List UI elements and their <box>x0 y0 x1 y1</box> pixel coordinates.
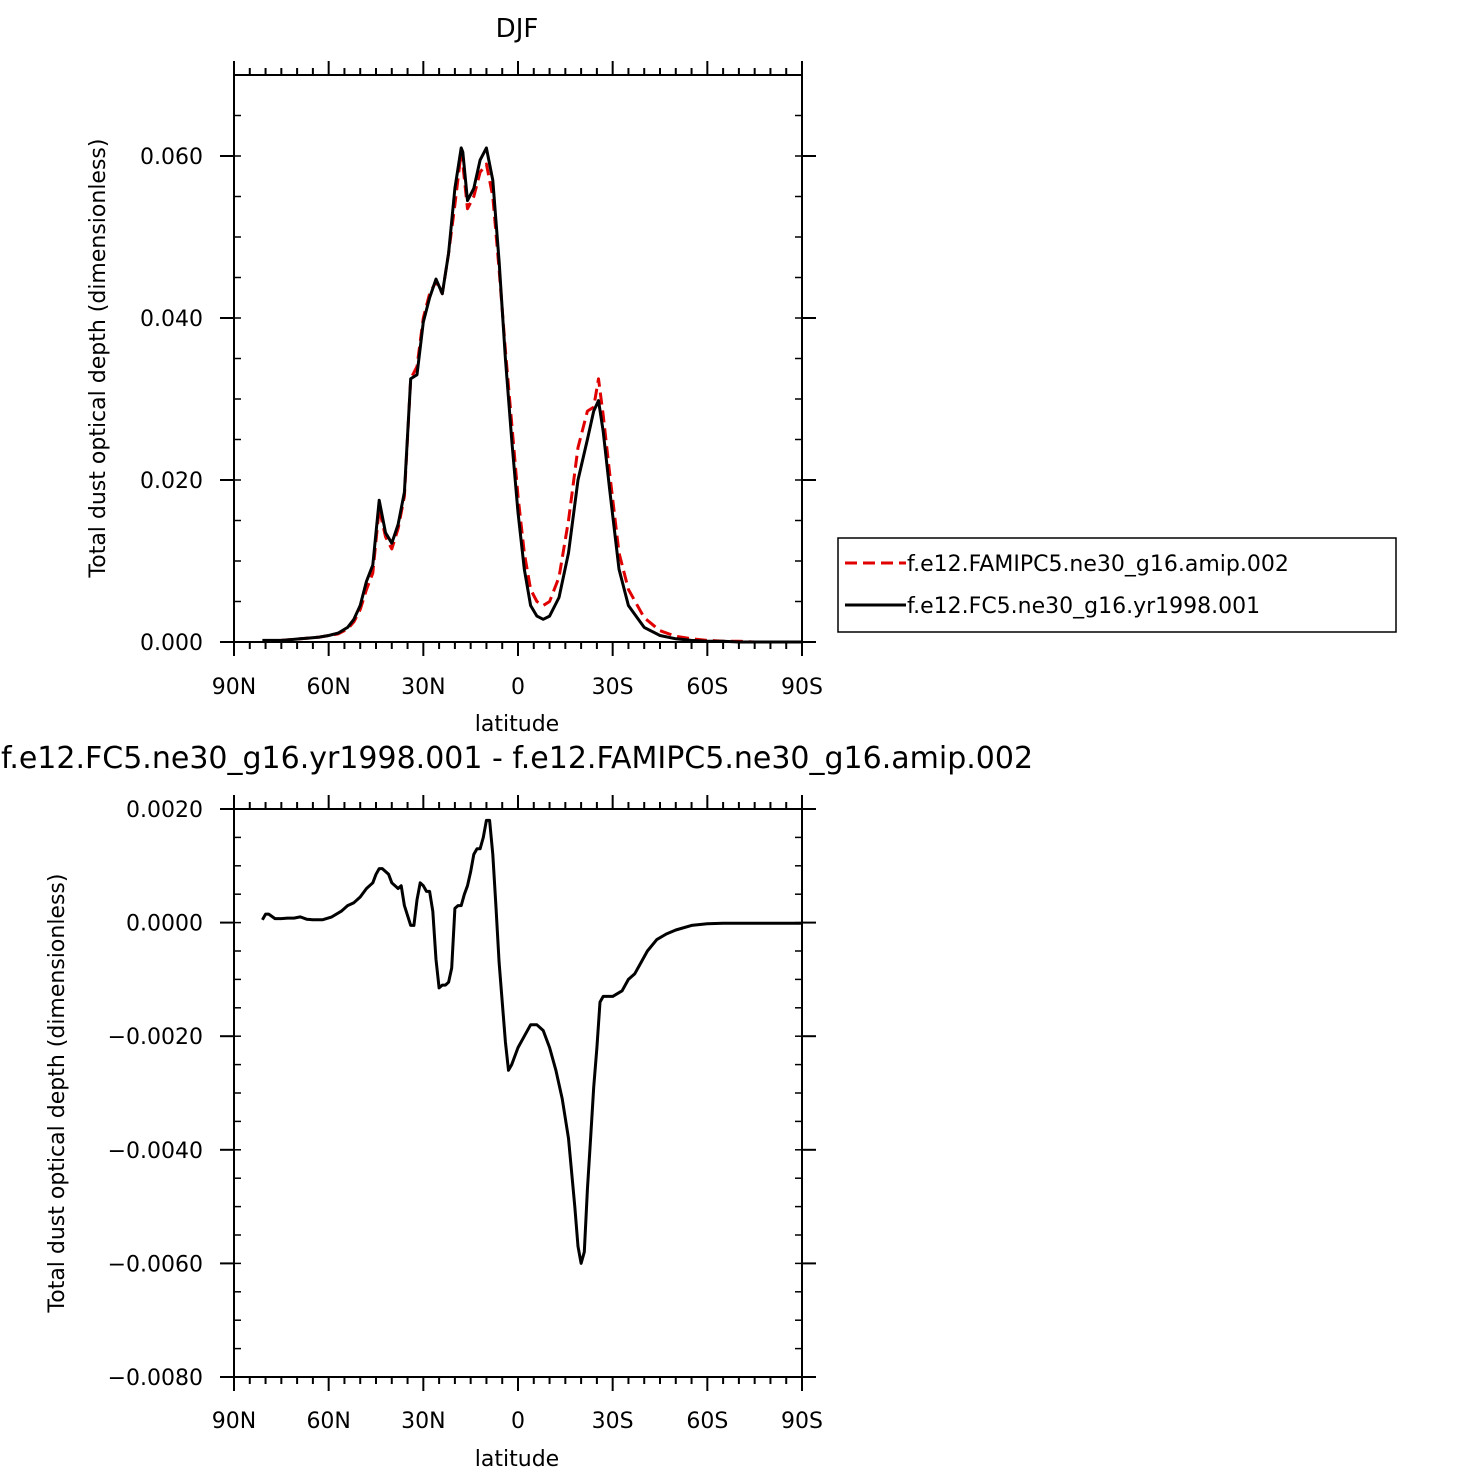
bottom-panel-frame <box>233 808 803 1378</box>
y-tick-label: 0.0000 <box>126 912 203 937</box>
y-tick-label: 0.060 <box>140 145 203 170</box>
bottom-panel-series <box>261 818 802 1265</box>
top-panel-series <box>262 146 802 644</box>
x-tick-label: 60S <box>686 675 728 700</box>
x-tick-label: 60S <box>686 1409 728 1434</box>
y-tick-label: −0.0040 <box>108 1139 203 1164</box>
top-panel-x-label: latitude <box>475 712 559 737</box>
x-tick-label: 90S <box>781 1409 823 1434</box>
y-tick-label: 0.020 <box>140 469 203 494</box>
x-tick-label: 30N <box>401 1409 445 1434</box>
top-panel: DJF 90N 60N 30N 0 30S 60S 90S 0.000 0.020 0.040 0.… <box>86 14 1397 737</box>
legend-label-amip: f.e12.FAMIPC5.ne30_g16.amip.002 <box>907 552 1289 577</box>
bottom-panel-title: f.e12.FC5.ne30_g16.yr1998.001 - f.e12.FA… <box>1 741 1033 776</box>
legend-label-fc5: f.e12.FC5.ne30_g16.yr1998.001 <box>907 594 1260 619</box>
bottom-panel-y-label: Total dust optical depth (dimensionless) <box>45 874 70 1314</box>
y-tick-label: 0.0020 <box>126 798 203 823</box>
x-tick-label: 60N <box>306 1409 350 1434</box>
bottom-panel-ticks: 90N 60N 30N 0 30S 60S 90S 0.0020 0.0000 −0.0020 −0… <box>108 795 823 1434</box>
y-tick-label: 0.040 <box>140 307 203 332</box>
series-line-amip <box>262 150 802 644</box>
bottom-panel: f.e12.FC5.ne30_g16.yr1998.001 - f.e12.FA… <box>1 741 1033 1472</box>
x-tick-label: 30S <box>592 1409 634 1434</box>
x-tick-label: 30N <box>401 675 445 700</box>
y-tick-label: −0.0060 <box>108 1252 203 1277</box>
x-tick-label: 0 <box>511 1409 525 1434</box>
series-line-fc5 <box>262 146 802 644</box>
bottom-panel-x-label: latitude <box>475 1447 559 1472</box>
y-tick-label: 0.000 <box>140 631 203 656</box>
top-panel-y-label: Total dust optical depth (dimensionless) <box>86 139 111 579</box>
top-panel-ticks: 90N 60N 30N 0 30S 60S 90S 0.000 0.020 0.040 0.060 <box>140 61 823 700</box>
x-tick-label: 30S <box>592 675 634 700</box>
top-panel-frame <box>233 74 803 643</box>
legend-box <box>837 537 1397 633</box>
series-line-difference <box>261 818 802 1265</box>
x-tick-label: 90N <box>212 1409 256 1434</box>
legend: f.e12.FAMIPC5.ne30_g16.amip.002 f.e12.FC… <box>837 537 1397 633</box>
x-tick-label: 90N <box>212 675 256 700</box>
x-tick-label: 60N <box>306 675 350 700</box>
y-tick-label: −0.0080 <box>108 1366 203 1391</box>
top-panel-title: DJF <box>496 14 539 44</box>
x-tick-label: 0 <box>511 675 525 700</box>
x-tick-label: 90S <box>781 675 823 700</box>
y-tick-label: −0.0020 <box>108 1025 203 1050</box>
